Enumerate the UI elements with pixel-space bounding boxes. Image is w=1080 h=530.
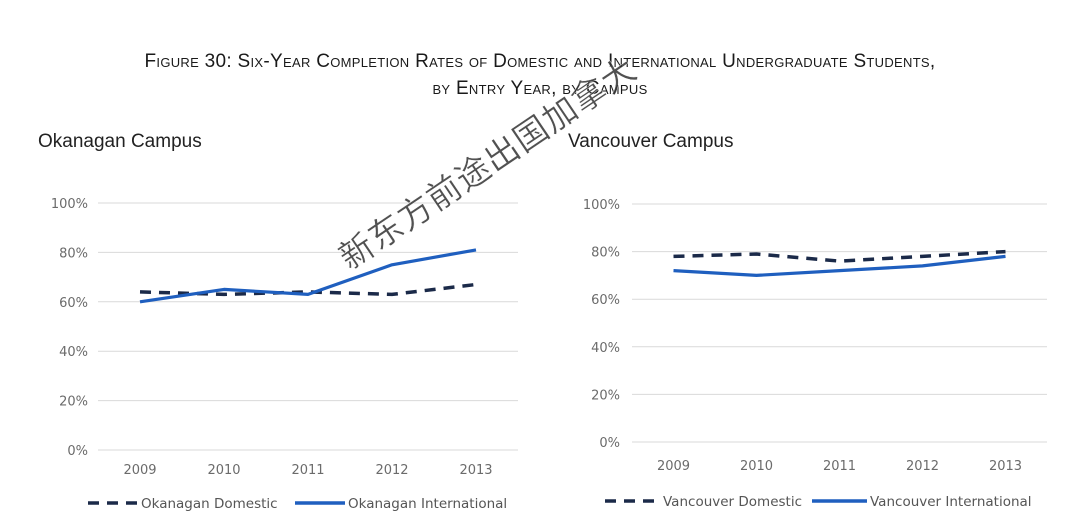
okanagan-line-chart: 0% 20% 40% 60% 80% 100% 2009 2010 2011 2012 2013 Ok… (51, 197, 518, 512)
series-line-domestic (673, 249, 1006, 263)
y-tick-label: 0% (67, 444, 88, 459)
y-tick-label: 40% (591, 341, 620, 356)
y-tick-label: 100% (583, 198, 620, 213)
legend-label: Vancouver Domestic (663, 494, 802, 510)
legend-label: Vancouver International (870, 494, 1032, 510)
x-tick-label: 2012 (375, 463, 408, 478)
x-tick-label: 2013 (459, 463, 492, 478)
x-tick-label: 2013 (989, 459, 1022, 474)
x-tick-label: 2009 (123, 463, 156, 478)
y-tick-label: 40% (59, 345, 88, 360)
y-tick-label: 0% (599, 436, 620, 451)
series-line-international (673, 254, 1006, 277)
vancouver-chart-title: Vancouver Campus (568, 131, 734, 152)
y-tick-label: 60% (591, 293, 620, 308)
y-tick-label: 60% (59, 296, 88, 311)
okanagan-chart-title: Okanagan Campus (38, 131, 202, 152)
figure-title-line-2: by Entry Year, by Campus (432, 78, 648, 99)
x-tick-label: 2009 (657, 459, 690, 474)
legend-label: Okanagan Domestic (141, 496, 278, 512)
legend-label: Okanagan International (348, 496, 507, 512)
y-tick-label: 20% (591, 388, 620, 403)
series-line-international (139, 248, 477, 304)
vancouver-line-chart: 0% 20% 40% 60% 80% 100% 2009 2010 2011 2012 2013 Va… (583, 198, 1047, 510)
x-tick-label: 2010 (740, 459, 773, 474)
y-tick-label: 100% (51, 197, 88, 212)
x-tick-label: 2011 (823, 459, 856, 474)
figure-title-line-1: Figure 30: Six-Year Completion Rates of … (144, 51, 936, 72)
x-tick-label: 2011 (291, 463, 324, 478)
x-tick-label: 2010 (207, 463, 240, 478)
y-tick-label: 80% (59, 246, 88, 261)
figure-title: Figure 30: Six-Year Completion Rates of … (0, 48, 1080, 102)
y-tick-label: 80% (591, 246, 620, 261)
y-tick-label: 20% (59, 395, 88, 410)
x-tick-label: 2012 (906, 459, 939, 474)
